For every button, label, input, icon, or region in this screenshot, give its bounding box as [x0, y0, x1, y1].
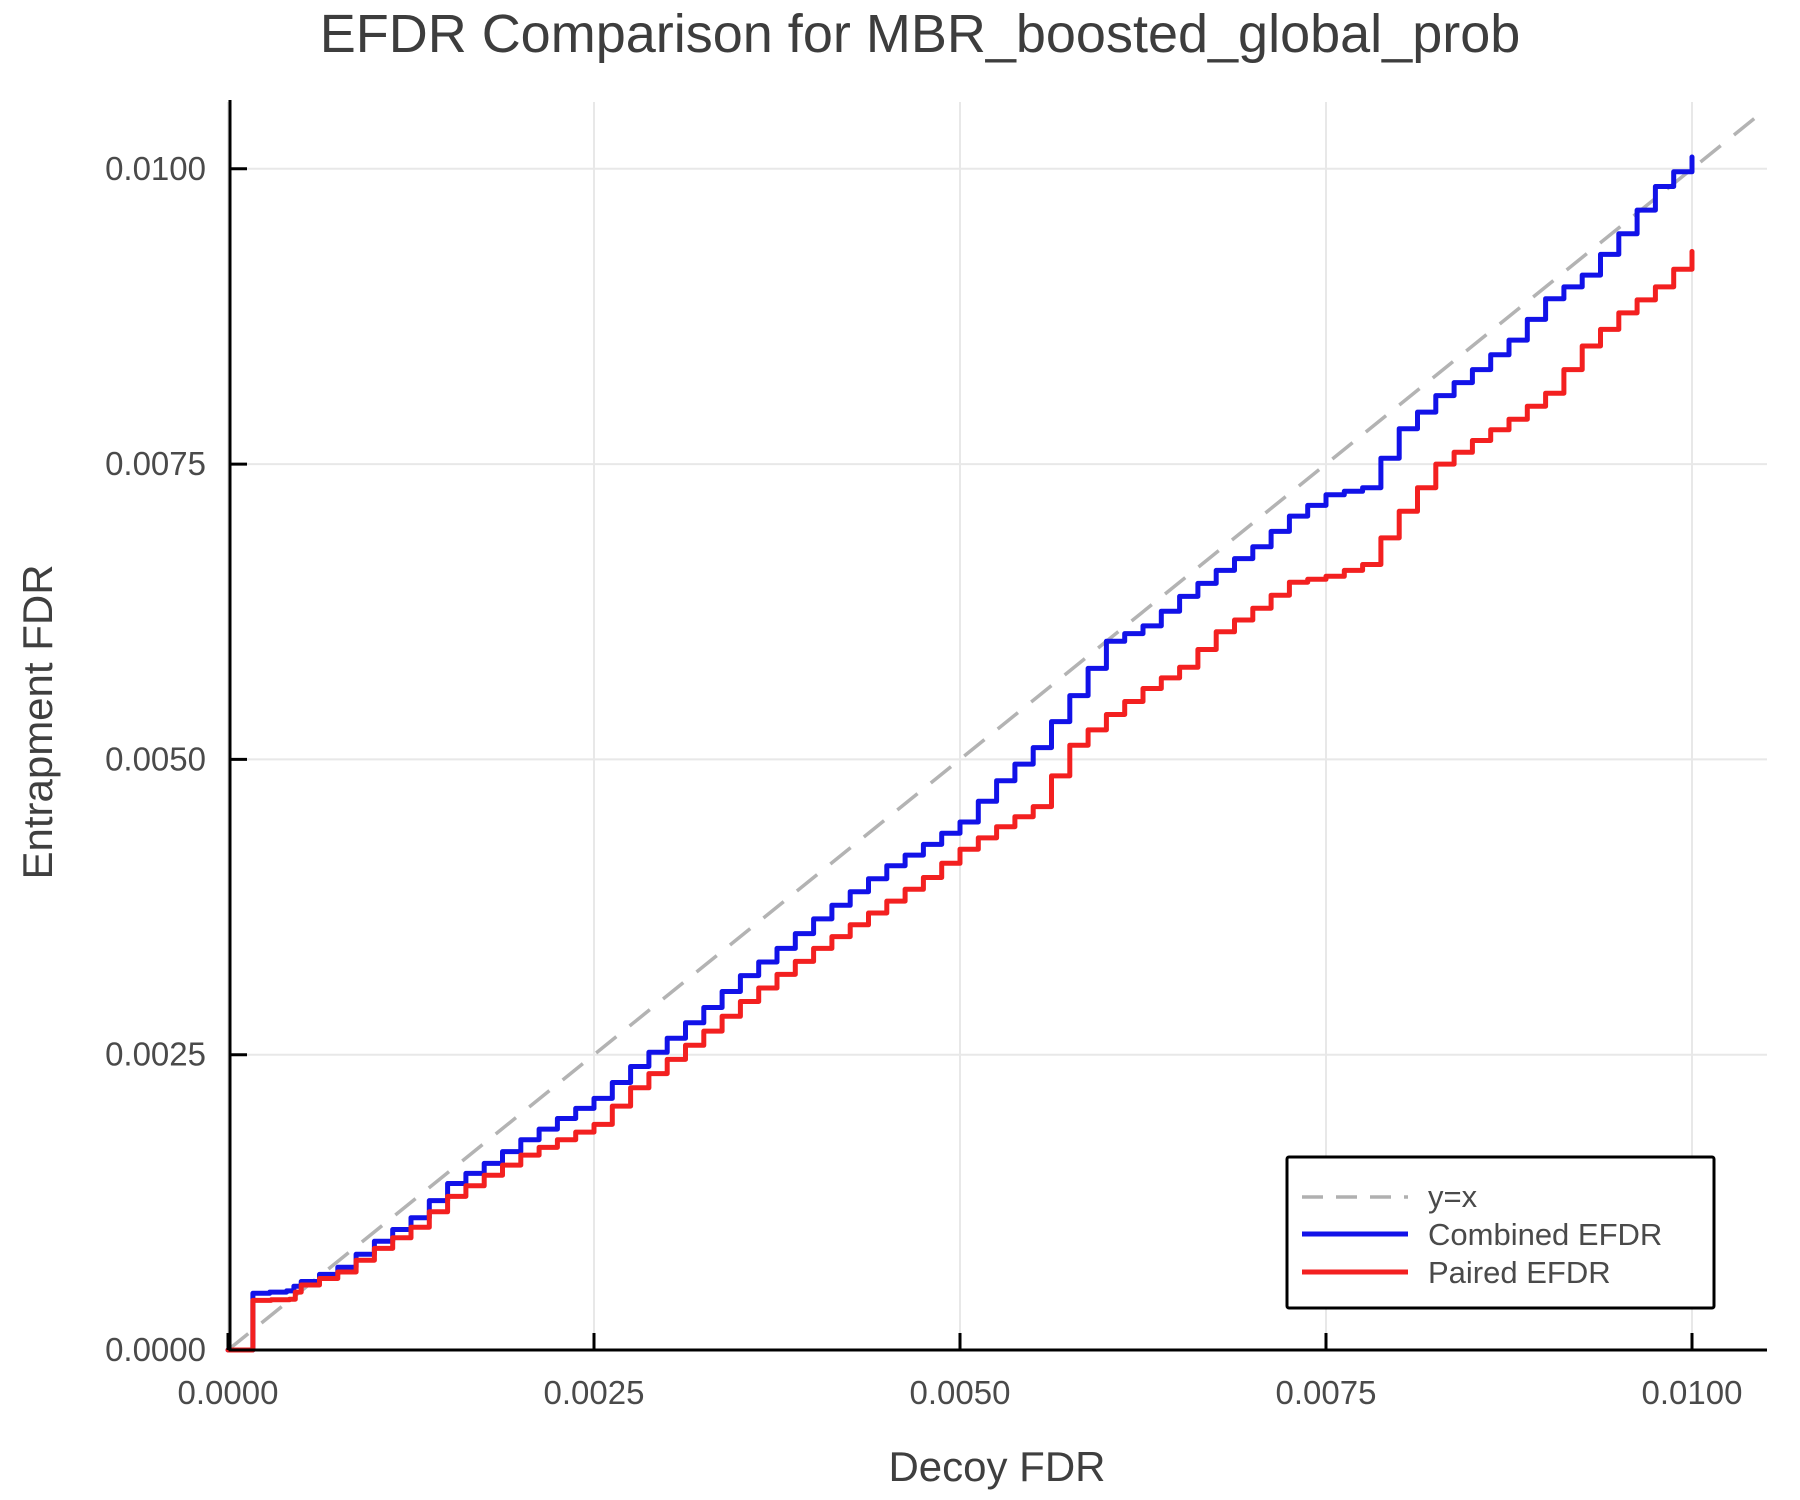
x-tick-label: 0.0000 — [178, 1374, 279, 1411]
legend-label-paired: Paired EFDR — [1428, 1255, 1611, 1290]
x-axis-label: Decoy FDR — [888, 1443, 1105, 1490]
identity-line-layer — [226, 106, 1769, 1352]
x-tick-label: 0.0100 — [1642, 1374, 1743, 1411]
identity-line — [226, 106, 1769, 1352]
legend-label-identity: y=x — [1428, 1179, 1478, 1214]
x-tick-label: 0.0025 — [544, 1374, 645, 1411]
y-tick-label: 0.0075 — [105, 445, 206, 482]
y-tick-label: 0.0000 — [105, 1331, 206, 1368]
legend-label-combined: Combined EFDR — [1428, 1217, 1662, 1252]
y-tick-label: 0.0050 — [105, 740, 206, 777]
y-axis-label: Entrapment FDR — [14, 564, 61, 879]
y-tick-label: 0.0100 — [105, 150, 206, 187]
y-tick-label: 0.0025 — [105, 1036, 206, 1073]
series-lines — [225, 154, 1695, 1353]
x-tick-label: 0.0075 — [1276, 1374, 1377, 1411]
legend: y=x Combined EFDR Paired EFDR — [1285, 1155, 1716, 1310]
series-line-paired-efdr — [225, 249, 1695, 1353]
x-tick-label: 0.0050 — [910, 1374, 1011, 1411]
axis-tick-labels: 0.0000 0.0025 0.0050 0.0075 0.0100 0.0000 0.00… — [105, 150, 1742, 1411]
chart-title: EFDR Comparison for MBR_boosted_global_p… — [320, 4, 1521, 64]
